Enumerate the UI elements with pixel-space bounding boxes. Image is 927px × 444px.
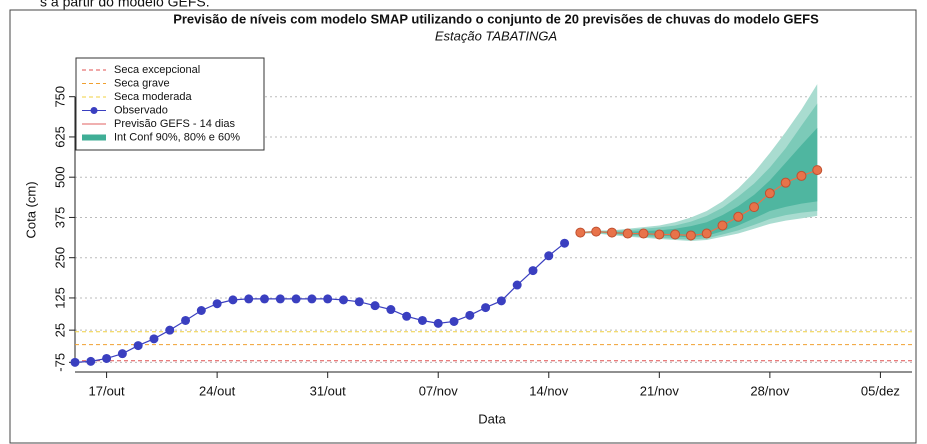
data-point [717, 220, 728, 231]
y-tick-label: 25 [52, 323, 67, 337]
x-axis-label: Data [478, 411, 506, 426]
data-point [796, 170, 807, 181]
data-point [212, 299, 222, 309]
data-point [749, 202, 760, 213]
data-point [196, 305, 206, 315]
y-axis-label: Cota (cm) [23, 181, 38, 238]
y-tick-label: -75 [52, 353, 67, 372]
data-point [165, 325, 175, 335]
caption-fragment: s a partir do modelo GEFS. [40, 0, 210, 10]
chart-subtitle: Estação TABATINGA [435, 28, 557, 43]
data-point [638, 228, 649, 239]
data-point [417, 315, 427, 325]
legend-label: Seca excepcional [114, 64, 200, 76]
data-point [133, 341, 143, 351]
frame [9, 9, 917, 444]
data-point [622, 228, 633, 239]
data-point [260, 294, 270, 304]
data-point [591, 226, 602, 237]
series-line [580, 169, 818, 237]
y-tick-label: 125 [52, 287, 67, 309]
data-point [244, 294, 254, 304]
data-point [228, 295, 238, 305]
x-tick-label: 21/nov [640, 383, 680, 398]
data-point [402, 311, 412, 321]
legend-label: Observado [114, 104, 168, 116]
y-tick-label: 250 [52, 247, 67, 269]
data-point [496, 296, 506, 306]
legend-label: Seca grave [114, 77, 170, 89]
legend-label: Seca moderada [114, 91, 193, 103]
data-point [606, 227, 617, 238]
data-point [465, 310, 475, 320]
data-point [370, 301, 380, 311]
y-tick-label: 500 [52, 166, 67, 188]
data-point [512, 280, 522, 290]
legend-swatch [90, 107, 98, 114]
y-tick-label: 375 [52, 207, 67, 229]
data-point [654, 229, 665, 240]
data-point [449, 316, 459, 326]
x-tick-label: 05/dez [861, 383, 900, 398]
x-tick-label: 24/out [199, 383, 236, 398]
y-tick-label: 750 [52, 86, 67, 108]
data-point [764, 188, 775, 199]
data-point [86, 356, 96, 366]
x-tick-label: 28/nov [750, 383, 790, 398]
y-tick-label: 625 [52, 126, 67, 148]
chart-title: Previsão de níveis com modelo SMAP utili… [173, 11, 819, 26]
data-point [102, 353, 112, 363]
x-tick-label: 17/out [89, 383, 126, 398]
data-point [307, 294, 317, 304]
x-tick-label: 14/nov [529, 383, 569, 398]
data-point [323, 294, 333, 304]
data-point [433, 318, 443, 328]
data-point [149, 334, 159, 344]
data-point [733, 211, 744, 222]
data-point [544, 251, 554, 261]
legend-box [75, 57, 265, 151]
data-point [181, 315, 191, 325]
data-point [701, 228, 712, 239]
data-point [117, 349, 127, 359]
data-point [528, 266, 538, 276]
data-point [354, 297, 364, 307]
data-point [780, 177, 791, 188]
legend-label: Int Conf 90%, 80% e 60% [114, 131, 240, 143]
data-point [275, 294, 285, 304]
x-tick-label: 31/out [310, 383, 347, 398]
x-tick-label: 07/nov [419, 383, 459, 398]
data-point [481, 303, 491, 313]
data-point [291, 294, 301, 304]
data-point [560, 238, 570, 248]
data-point [685, 230, 696, 241]
legend-label: Previsão GEFS - 14 dias [114, 118, 236, 130]
data-point [70, 357, 80, 367]
data-point [338, 295, 348, 305]
data-point [670, 229, 681, 240]
data-point [575, 227, 586, 238]
data-point [812, 165, 823, 176]
data-point [386, 305, 396, 315]
